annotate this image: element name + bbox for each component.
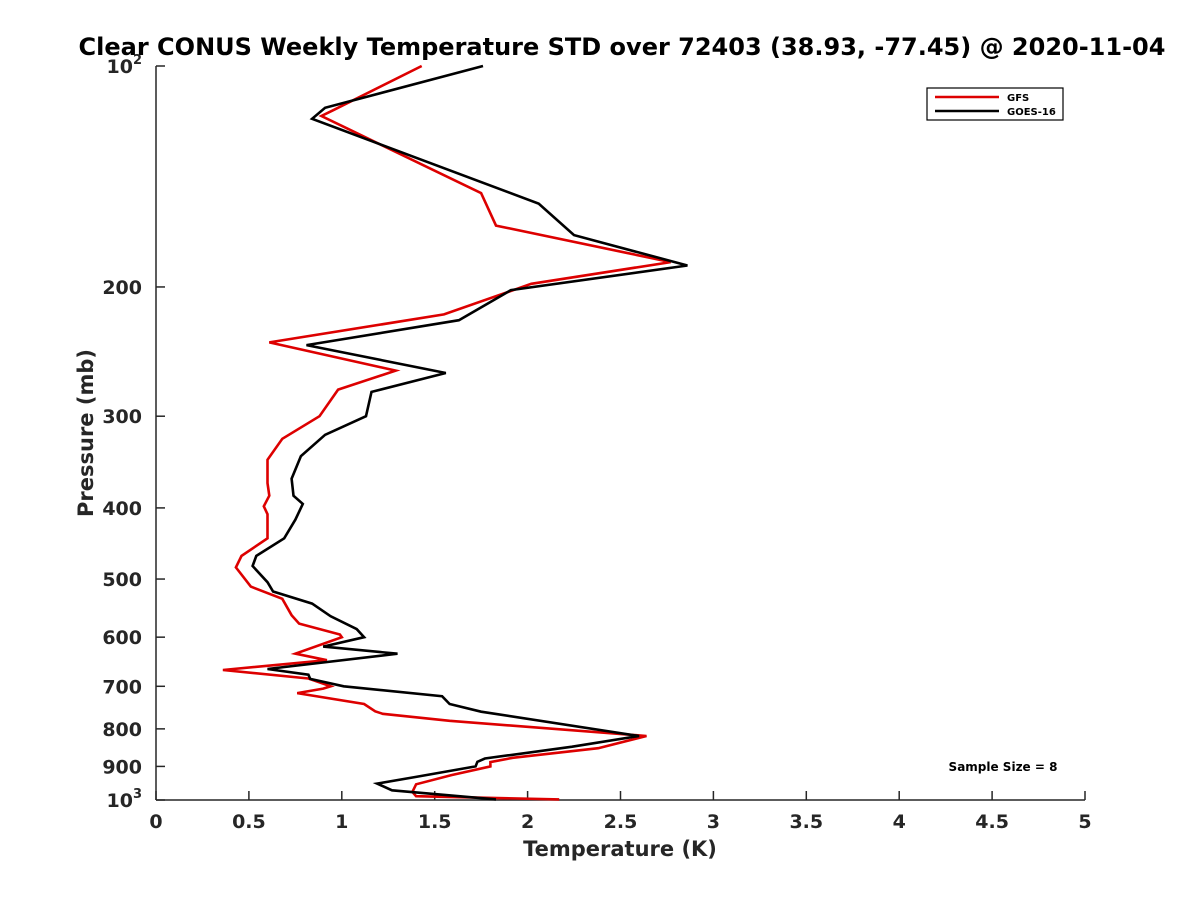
- series-layer: [222, 64, 688, 801]
- legend-label: GFS: [1007, 93, 1029, 104]
- y-tick-label: 200: [102, 277, 142, 299]
- legend-box: [926, 87, 1064, 121]
- x-tick-label: 2: [521, 811, 534, 833]
- series-line-goes-16: [251, 64, 688, 801]
- y-tick-label: 102: [107, 53, 143, 78]
- x-tick-label: 0: [149, 811, 162, 833]
- x-tick-label: 4.5: [975, 811, 1009, 833]
- axes: 0 0.5 1 1.5 2 2.5 3 3.5 4 4.5 5 102 200 300 400 500 600 7…: [102, 53, 1091, 833]
- x-tick-label: 3.5: [789, 811, 823, 833]
- y-tick-label: 103: [107, 787, 143, 812]
- x-tick-label: 1.5: [418, 811, 452, 833]
- y-tick-label: 800: [102, 719, 142, 741]
- x-tick-label: 1: [335, 811, 348, 833]
- sample-size-annotation: Sample Size = 8: [949, 760, 1058, 774]
- series-line-gfs: [222, 64, 671, 801]
- y-tick-label: 300: [102, 406, 142, 428]
- x-tick-label: 5: [1078, 811, 1091, 833]
- x-tick-label: 0.5: [232, 811, 266, 833]
- chart-title: Clear CONUS Weekly Temperature STD over …: [79, 33, 1166, 61]
- x-axis-label: Temperature (K): [523, 837, 717, 861]
- y-tick-label: 600: [102, 627, 142, 649]
- y-tick-label: 900: [102, 756, 142, 778]
- legend: GFS GOES-16: [926, 87, 1064, 121]
- y-tick-label: 500: [102, 569, 142, 591]
- x-tick-label: 2.5: [604, 811, 638, 833]
- x-tick-label: 4: [893, 811, 906, 833]
- legend-label: GOES-16: [1007, 107, 1056, 118]
- y-axis-label: Pressure (mb): [74, 349, 98, 517]
- y-tick-label: 400: [102, 498, 142, 520]
- x-tick-label: 3: [707, 811, 720, 833]
- y-tick-label: 700: [102, 676, 142, 698]
